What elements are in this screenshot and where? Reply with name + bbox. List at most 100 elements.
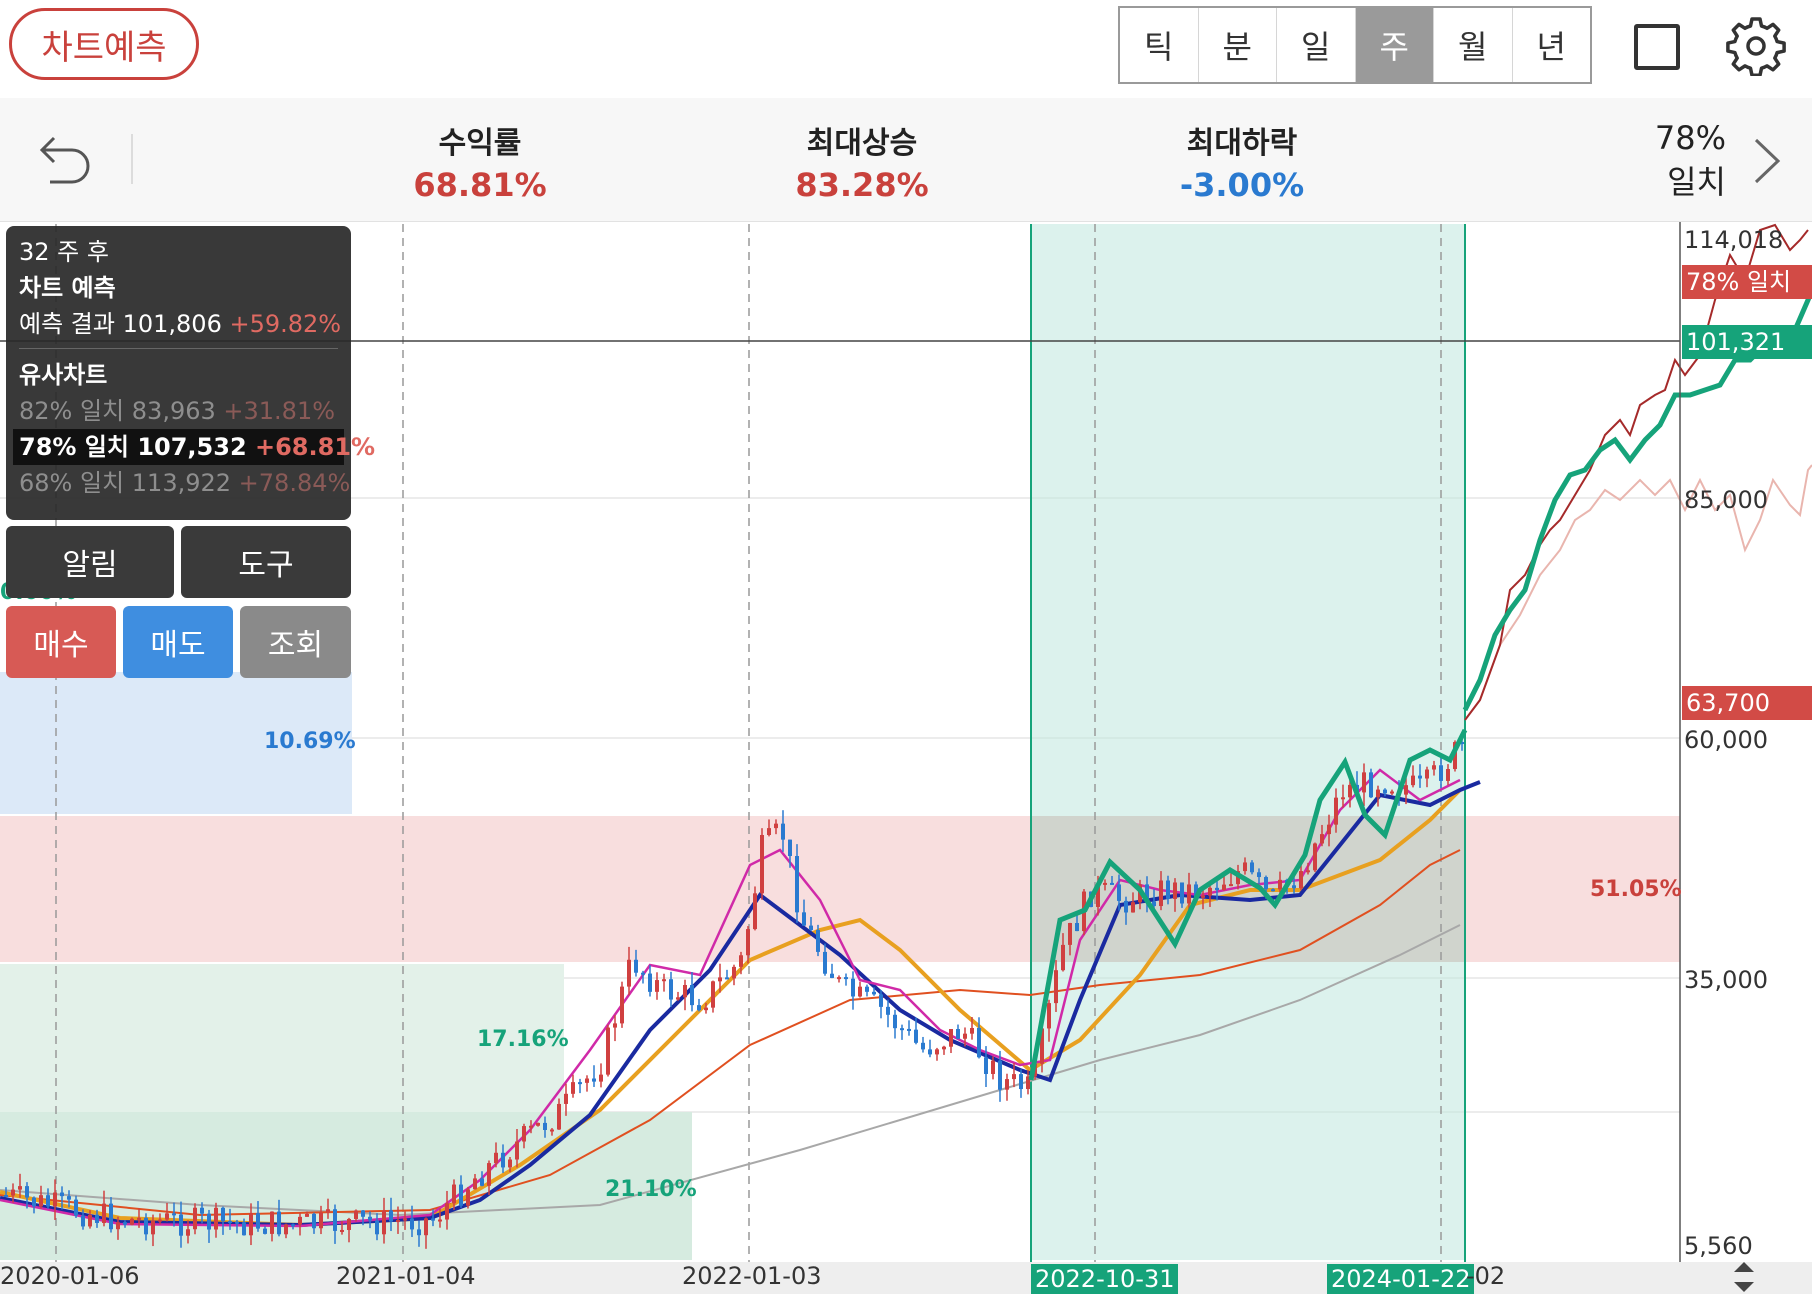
match-summary[interactable]: 78% 일치 — [1655, 116, 1726, 204]
scroll-up-down-icon[interactable] — [1734, 1262, 1754, 1292]
period-tab-year[interactable]: 년 — [1536, 28, 1566, 66]
period-tab-tick[interactable]: 틱 — [1120, 8, 1199, 82]
date-label-tail: -02 — [1466, 1262, 1506, 1290]
candle-body — [676, 997, 680, 1000]
candle-body — [844, 977, 848, 980]
candle-body — [459, 1184, 463, 1206]
price-tag-red: 63,700 — [1682, 686, 1812, 720]
price-chart[interactable]: 0.00% 10.69% 17.16% 21.10% 51.05% — [0, 222, 1812, 1294]
candle-body — [879, 994, 883, 1007]
stat-return-value: 68.81% — [413, 166, 547, 204]
candle-body — [319, 1212, 323, 1229]
candle-body — [1446, 769, 1450, 781]
candle-body — [795, 856, 799, 913]
candle-body — [270, 1211, 274, 1234]
period-tab-day[interactable]: 일 — [1277, 8, 1356, 82]
candle-body — [690, 984, 694, 1006]
similar-match: 78% 일치 — [19, 433, 129, 461]
period-tab-week[interactable]: 주 — [1355, 8, 1434, 82]
candle-body — [1103, 882, 1107, 885]
top-toolbar: 차트예측 틱 분 일 주 월 년 — [0, 0, 1812, 98]
candle-body — [893, 1014, 897, 1029]
candle-body — [354, 1210, 358, 1219]
chevron-right-icon[interactable] — [1752, 136, 1782, 186]
blue-zone — [0, 672, 352, 814]
gear-icon[interactable] — [1726, 16, 1786, 76]
period-tab-minute[interactable]: 분 — [1199, 8, 1277, 82]
candle-body — [1362, 772, 1366, 793]
prediction-result-row: 예측 결과 101,806 +59.82% — [19, 306, 341, 342]
result-label: 예측 결과 — [19, 310, 115, 338]
candle-body — [662, 979, 666, 982]
stats-divider — [131, 134, 133, 184]
candle-body — [305, 1213, 309, 1217]
prediction-68-line — [1464, 223, 1809, 721]
buy-button[interactable]: 매수 — [6, 606, 116, 678]
candle-body — [396, 1220, 400, 1223]
candle-body — [186, 1229, 190, 1236]
candle-body — [704, 1007, 708, 1011]
stat-return: 수익률 68.81% — [350, 118, 610, 204]
candle-body — [151, 1220, 155, 1235]
price-label-85000: 85,000 — [1684, 486, 1768, 514]
candle-body — [249, 1213, 253, 1236]
period-tab-month[interactable]: 월 — [1434, 8, 1513, 82]
candle-body — [942, 1046, 946, 1050]
candle-body — [1383, 789, 1387, 794]
similar-change: +31.81% — [223, 397, 336, 425]
chart-predict-button[interactable]: 차트예측 — [9, 8, 199, 80]
candle-body — [1159, 880, 1163, 907]
date-axis — [0, 1262, 1812, 1294]
candle-body — [193, 1207, 197, 1230]
candle-body — [669, 979, 673, 1000]
candle-body — [74, 1199, 78, 1216]
price-label-bottom: 5,560 — [1684, 1232, 1753, 1260]
candle-body — [494, 1152, 498, 1164]
candle-body — [1250, 862, 1254, 873]
candle-body — [634, 959, 638, 973]
stat-max-rise-label: 최대상승 — [806, 126, 918, 161]
candle-body — [1271, 889, 1275, 892]
tool-button[interactable]: 도구 — [181, 526, 351, 598]
similar-match: 82% 일치 — [19, 397, 125, 425]
fullscreen-square-icon[interactable] — [1634, 24, 1680, 70]
match-percent: 78% — [1654, 119, 1726, 157]
candle-body — [984, 1057, 988, 1074]
candle-body — [389, 1210, 393, 1222]
candle-body — [977, 1028, 981, 1058]
similar-row-82[interactable]: 82% 일치 83,963 +31.81% — [19, 393, 338, 429]
candle-body — [102, 1203, 106, 1223]
similar-row-68[interactable]: 68% 일치 113,922 +78.84% — [19, 465, 350, 501]
candle-body — [480, 1178, 484, 1186]
candle-body — [515, 1141, 519, 1160]
candle-body — [1341, 797, 1345, 800]
candle-body — [900, 1028, 904, 1031]
candle-body — [921, 1042, 925, 1050]
sell-button[interactable]: 매도 — [123, 606, 233, 678]
undo-back-icon[interactable] — [36, 130, 94, 188]
candle-body — [1320, 834, 1324, 844]
similar-title: 유사차트 — [19, 361, 108, 389]
candle-body — [1215, 887, 1219, 891]
alert-button[interactable]: 알림 — [6, 526, 174, 598]
candle-body — [1117, 884, 1121, 901]
candle-body — [1131, 902, 1135, 913]
candle-body — [529, 1125, 533, 1128]
candle-body — [284, 1224, 288, 1235]
chart-canvas[interactable] — [0, 222, 1812, 1294]
view-button[interactable]: 조회 — [240, 606, 351, 678]
prediction-82-line — [1464, 464, 1812, 721]
stat-return-label: 수익률 — [438, 126, 522, 161]
candle-body — [235, 1221, 239, 1224]
candle-body — [585, 1078, 589, 1083]
candle-body — [1166, 880, 1170, 899]
similar-row-78-selected[interactable]: 78% 일치 107,532 +68.81% — [13, 429, 375, 465]
candle-body — [774, 823, 778, 829]
candle-body — [466, 1189, 470, 1206]
pct-red-label: 51.05% — [1590, 877, 1682, 902]
candle-body — [375, 1220, 379, 1235]
candle-body — [564, 1093, 568, 1104]
candle-body — [1418, 775, 1422, 779]
candle-body — [25, 1186, 29, 1198]
candle-body — [655, 980, 659, 992]
